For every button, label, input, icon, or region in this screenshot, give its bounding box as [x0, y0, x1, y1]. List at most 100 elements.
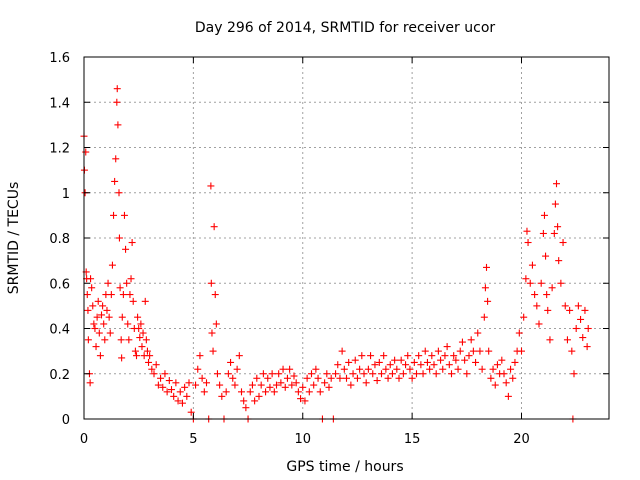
data-point [290, 372, 298, 380]
data-point [240, 397, 248, 405]
data-point [373, 377, 381, 385]
data-point [138, 343, 146, 351]
data-point [91, 325, 99, 332]
data-point [308, 370, 315, 378]
data-point [351, 356, 359, 364]
data-point [415, 352, 423, 360]
data-point [98, 311, 105, 319]
data-point [286, 365, 294, 373]
data-point [157, 374, 165, 382]
x-tick-label: 10 [294, 432, 311, 447]
data-point [165, 377, 173, 385]
data-point [504, 392, 512, 400]
data-point [559, 239, 567, 247]
data-point [524, 239, 532, 247]
data-point [111, 177, 119, 185]
data-point [334, 361, 342, 369]
data-point [340, 365, 348, 373]
data-point [126, 291, 134, 299]
data-point [478, 365, 486, 373]
data-point [273, 381, 280, 389]
data-point [84, 306, 92, 314]
data-point [229, 374, 237, 382]
data-point [183, 392, 191, 400]
data-point [96, 352, 104, 360]
data-point [185, 379, 193, 387]
data-point [489, 365, 497, 373]
data-point [106, 329, 114, 337]
data-point [248, 381, 256, 389]
data-point [93, 313, 101, 321]
data-point [122, 245, 130, 253]
data-point [196, 352, 204, 360]
data-point [305, 388, 313, 396]
data-point [178, 399, 186, 407]
y-axis-label: SRMTID / TECUs [6, 182, 22, 295]
data-point [570, 370, 578, 378]
data-point [100, 320, 108, 328]
data-point [476, 347, 484, 355]
data-point [336, 374, 344, 382]
data-point [251, 397, 259, 405]
data-point [92, 343, 100, 351]
data-point [209, 347, 217, 355]
data-point [404, 352, 412, 360]
data-point [107, 291, 115, 299]
data-point [413, 370, 420, 378]
data-point [143, 347, 151, 355]
x-tick-label: 20 [513, 432, 530, 447]
data-point [386, 361, 394, 369]
data-point [539, 229, 547, 237]
data-point [491, 381, 499, 389]
data-point [364, 365, 372, 373]
data-point [332, 370, 340, 378]
data-point [371, 361, 379, 369]
data-point [187, 408, 195, 416]
data-point [500, 370, 508, 378]
data-point [456, 347, 464, 355]
data-point [338, 347, 346, 355]
data-point [523, 227, 531, 235]
data-point [426, 365, 434, 373]
data-point [362, 379, 370, 387]
data-point [203, 379, 210, 387]
data-point [145, 358, 153, 366]
data-point [168, 386, 175, 394]
data-point [584, 325, 592, 332]
data-point [531, 291, 539, 299]
x-axis-label: GPS time / hours [286, 459, 403, 475]
data-point [543, 291, 551, 299]
data-point [480, 313, 488, 321]
data-point [134, 313, 142, 321]
data-point [262, 388, 270, 396]
data-point [105, 313, 113, 321]
data-point [391, 356, 399, 364]
data-point [118, 354, 126, 362]
data-point [561, 302, 569, 310]
data-point [113, 85, 121, 93]
y-tick-label: 1.2 [49, 142, 70, 157]
data-point [461, 356, 469, 364]
data-point [448, 370, 455, 378]
y-tick-label: 1 [62, 187, 70, 202]
data-points [80, 85, 592, 423]
data-point [458, 338, 466, 346]
data-point [572, 325, 580, 332]
data-point [369, 370, 377, 378]
data-point [314, 374, 322, 382]
data-point [406, 365, 414, 373]
data-point [94, 297, 102, 305]
data-point [238, 388, 245, 396]
data-point [208, 329, 216, 337]
data-point [104, 279, 112, 287]
data-point [484, 297, 492, 305]
data-point [375, 358, 383, 366]
data-point [88, 284, 96, 292]
data-point [445, 361, 453, 369]
data-point [301, 397, 309, 405]
data-point [360, 370, 368, 378]
data-point [233, 365, 241, 373]
x-tick-label: 5 [189, 432, 197, 447]
data-point [557, 279, 565, 287]
